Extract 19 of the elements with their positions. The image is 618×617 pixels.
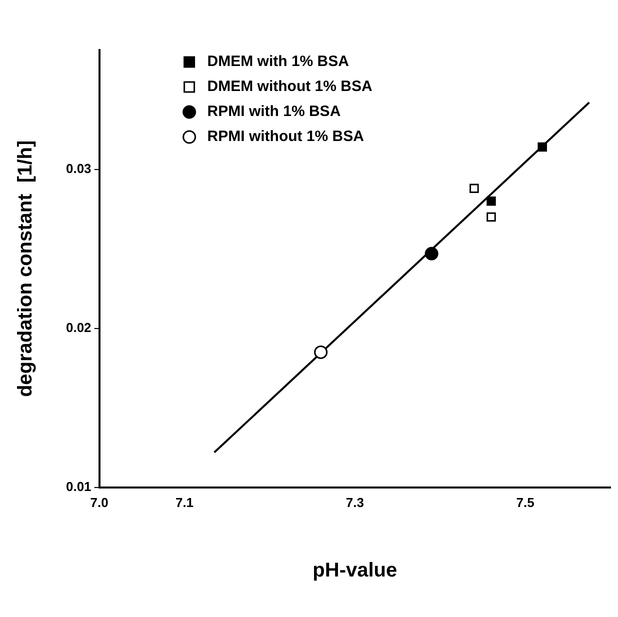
x-tick-label: 7.3: [346, 494, 364, 510]
legend-label: RPMI with 1% BSA: [207, 103, 341, 120]
x-tick-label: 7.1: [175, 494, 194, 510]
y-tick-label: 0.01: [66, 478, 92, 494]
point: [486, 196, 496, 206]
y-tick-label: 0.03: [66, 160, 92, 176]
x-axis-title: pH-value: [312, 560, 398, 582]
y-tick-label: 0.02: [66, 320, 92, 335]
point: [314, 345, 328, 359]
point: [486, 212, 496, 222]
point: [470, 184, 479, 194]
y-axis-title: degradation constant [1/h]: [14, 140, 37, 398]
point: [538, 142, 547, 152]
point: [424, 246, 438, 260]
legend-label: DMEM with 1% BSA: [207, 53, 350, 70]
x-tick-label: 7.5: [516, 494, 534, 510]
x-tick-label: 7.0: [90, 494, 108, 510]
legend-label: DMEM without 1% BSA: [207, 78, 372, 96]
legend-label: RPMI without 1% BSA: [207, 128, 364, 146]
